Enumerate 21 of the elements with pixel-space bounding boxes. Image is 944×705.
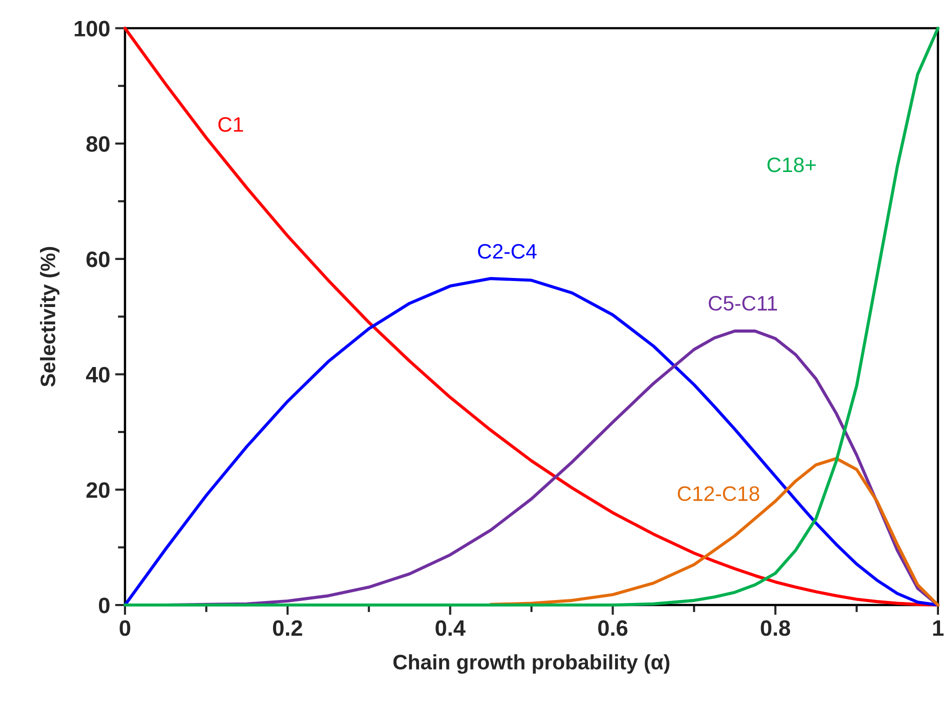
x-tick-label: 0 xyxy=(120,620,130,636)
series-label: C2-C4 xyxy=(478,244,537,259)
line-series xyxy=(123,26,940,607)
series-label: C12-C18 xyxy=(678,486,760,502)
x-tick-label: 1 xyxy=(933,620,944,636)
x-tick-label: 0.2 xyxy=(273,620,302,636)
y-axis-title: Selectivity (%) xyxy=(40,247,60,387)
series-label: C1 xyxy=(218,117,243,132)
x-tick-label: 0.8 xyxy=(760,620,790,636)
x-tick-label: 0.6 xyxy=(598,620,628,636)
y-tick-label: 100 xyxy=(74,20,110,36)
y-tick-label: 60 xyxy=(86,251,110,268)
series-label: C5-C11 xyxy=(708,296,777,311)
text: C18+ xyxy=(767,157,816,172)
y-tick-label: 40 xyxy=(86,366,110,383)
x-axis-title: Chain growth probability (α) xyxy=(393,654,670,674)
y-tick-label: 80 xyxy=(86,136,110,152)
y-tick-label: 0 xyxy=(98,598,110,614)
y-tick-label: 20 xyxy=(86,482,110,498)
x-tick-label: 0.4 xyxy=(436,620,466,636)
line-series xyxy=(489,456,940,607)
